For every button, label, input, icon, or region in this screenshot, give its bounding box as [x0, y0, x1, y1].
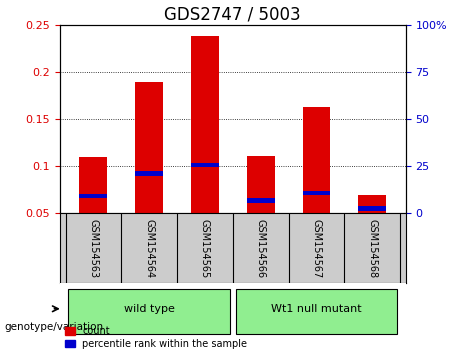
Text: GSM154565: GSM154565 — [200, 218, 210, 278]
Bar — [135, 171, 163, 176]
Bar — [358, 206, 386, 211]
Bar — [79, 158, 107, 213]
Bar — [247, 198, 275, 203]
Text: genotype/variation: genotype/variation — [5, 322, 104, 332]
Bar — [302, 107, 331, 213]
Bar — [247, 156, 275, 213]
Text: wild type: wild type — [124, 304, 175, 314]
Legend: count, percentile rank within the sample: count, percentile rank within the sample — [65, 326, 247, 349]
FancyBboxPatch shape — [236, 289, 397, 334]
Bar — [135, 82, 163, 213]
FancyBboxPatch shape — [68, 289, 230, 334]
Text: GSM154566: GSM154566 — [256, 218, 266, 278]
Bar — [191, 36, 219, 213]
Bar — [358, 195, 386, 213]
Text: GSM154564: GSM154564 — [144, 218, 154, 278]
Bar — [79, 194, 107, 198]
Text: Wt1 null mutant: Wt1 null mutant — [271, 304, 362, 314]
Text: GSM154567: GSM154567 — [312, 218, 321, 278]
Title: GDS2747 / 5003: GDS2747 / 5003 — [165, 5, 301, 23]
Bar — [302, 191, 331, 195]
Text: GSM154568: GSM154568 — [367, 218, 377, 278]
Bar — [191, 162, 219, 167]
Text: GSM154563: GSM154563 — [89, 218, 98, 278]
